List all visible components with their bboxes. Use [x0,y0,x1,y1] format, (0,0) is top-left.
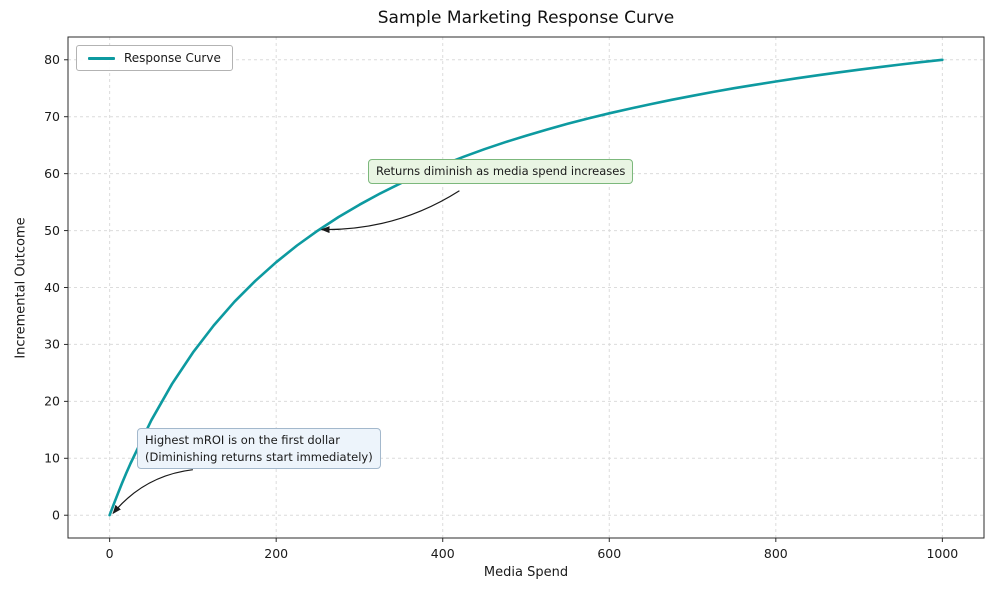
y-tick-label: 70 [44,109,60,124]
y-axis-label: Incremental Outcome [13,217,29,359]
y-tick-label: 10 [44,451,60,466]
legend: Response Curve [76,45,233,71]
x-tick-label: 200 [264,546,288,561]
y-tick-label: 30 [44,337,60,352]
legend-line-swatch [88,56,115,60]
x-tick-label: 0 [106,546,114,561]
y-tick-label: 80 [44,52,60,67]
y-tick-label: 20 [44,394,60,409]
y-tick-label: 50 [44,223,60,238]
y-tick-label: 0 [52,508,60,523]
x-axis-label: Media Spend [483,565,569,580]
y-tick-label: 40 [44,280,60,295]
annotation-arrow [112,469,193,515]
legend-label: Response Curve [124,51,221,65]
x-tick-label: 1000 [926,546,958,561]
y-tick-label: 60 [44,166,60,181]
x-tick-label: 800 [764,546,788,561]
chart-title: Sample Marketing Response Curve [377,8,675,28]
x-tick-label: 400 [431,546,455,561]
x-tick-label: 600 [597,546,621,561]
annotation-highest-mroi: Highest mROI is on the first dollar (Dim… [137,428,381,470]
annotation-diminishing-returns: Returns diminish as media spend increase… [368,159,634,184]
annotation-arrow [320,190,460,234]
response-curve-line [108,58,944,517]
